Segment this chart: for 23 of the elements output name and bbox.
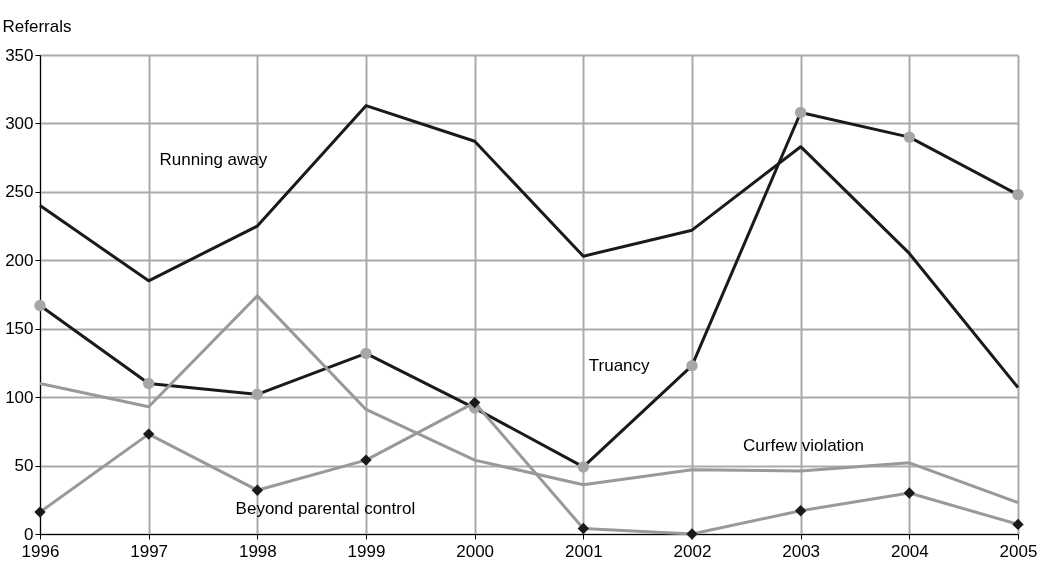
x-tick-label: 1998	[238, 541, 277, 561]
x-tick-label: 2004	[890, 541, 929, 561]
series-label: Curfew violation	[743, 436, 865, 456]
x-tick-label: 2005	[999, 541, 1038, 561]
x-tick-label: 2002	[673, 541, 712, 561]
x-tick-label: 2003	[782, 541, 821, 561]
y-tick-label: 350	[5, 45, 34, 65]
y-tick-label: 100	[5, 387, 34, 407]
series-label: Running away	[159, 150, 268, 170]
x-tick-label: 1997	[130, 541, 169, 561]
y-tick-label: 0	[24, 524, 34, 544]
x-tick-label: 2001	[564, 541, 603, 561]
x-tick-label: 1999	[347, 541, 386, 561]
series-label: Beyond parental control	[235, 499, 416, 519]
y-tick-label: 150	[5, 319, 34, 339]
x-tick-label: 1996	[21, 541, 60, 561]
y-tick-label: 300	[5, 113, 34, 133]
y-tick-label: 200	[5, 250, 34, 270]
y-axis-title: Referrals	[2, 16, 72, 36]
series-label: Truancy	[588, 355, 651, 375]
x-tick-label: 2000	[456, 541, 495, 561]
y-tick-label: 250	[5, 182, 34, 202]
y-tick-label: 50	[14, 456, 34, 476]
